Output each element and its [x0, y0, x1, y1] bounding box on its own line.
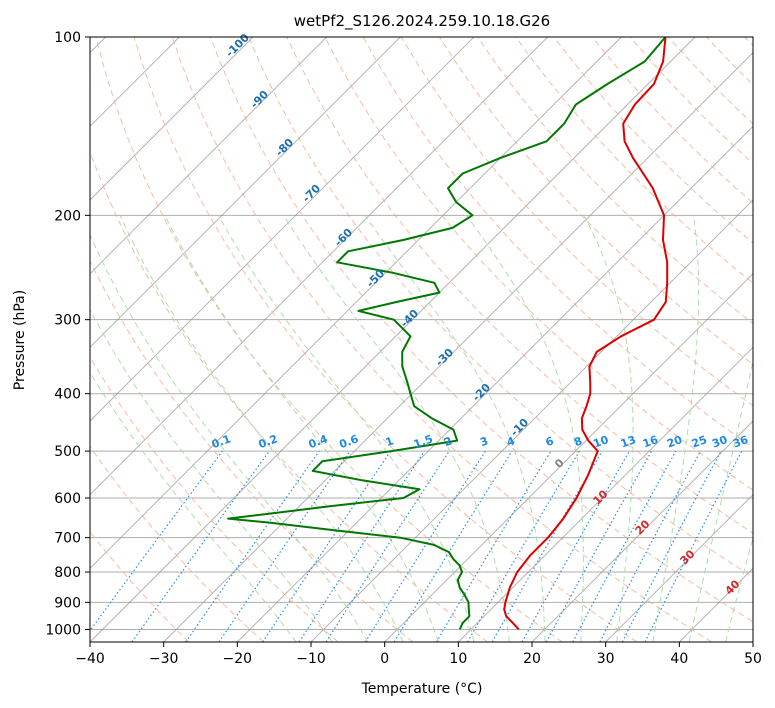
mixing-ratio-line [521, 450, 631, 642]
mixing-ratio-line [545, 450, 653, 642]
mixing-ratio-line [325, 450, 450, 642]
x-tick-label: −20 [223, 651, 253, 667]
x-axis: −40 −30 −20 −10 0 10 20 30 40 50 [75, 642, 762, 667]
moist-adiabat-line [164, 215, 439, 642]
mixing-ratio-label: 0.6 [338, 432, 361, 451]
chart-title: wetPf2_S126.2024.259.10.18.G26 [294, 12, 550, 31]
y-tick-label: 600 [54, 491, 81, 507]
y-axis-label: Pressure (hPa) [12, 290, 28, 390]
moist-adiabat-line [466, 215, 584, 642]
y-tick-label: 700 [54, 531, 81, 547]
dry-adiabat-line [90, 356, 339, 642]
profile-lines [227, 37, 669, 631]
mixing-ratio-line [298, 450, 425, 642]
isotherm-line [90, 37, 401, 349]
mixing-ratio-label: 0.1 [210, 432, 233, 451]
background-lines [90, 37, 753, 642]
mixing-ratio-label: 16 [641, 433, 660, 451]
y-tick-label: 900 [54, 595, 81, 611]
moist-adiabat-line [119, 215, 404, 642]
x-tick-label: 10 [449, 651, 467, 667]
x-tick-label: −40 [75, 651, 105, 667]
mixing-ratio-label: 10 [591, 433, 610, 451]
moist-adiabat-line [364, 215, 546, 642]
mixing-ratio-label: 8 [572, 434, 584, 449]
mixing-ratio-label: 25 [690, 433, 709, 450]
dry-adiabat-line [95, 37, 563, 642]
mixing-ratio-label: 13 [619, 433, 638, 450]
x-tick-label: −10 [296, 651, 326, 667]
mixing-ratio-label: 1 [384, 434, 396, 449]
x-tick-label: −30 [149, 651, 179, 667]
y-tick-label: 400 [54, 387, 81, 403]
y-tick-label: 500 [54, 444, 81, 460]
dry-adiabat-line [324, 37, 753, 491]
mixing-ratio-line [218, 450, 351, 642]
mixing-ratio-line [185, 450, 320, 642]
isotherm-line [90, 37, 475, 422]
isotherm-line [90, 37, 254, 201]
dry-adiabat-line [171, 37, 712, 642]
isotherm-line [605, 493, 753, 642]
mixing-ratio-line [572, 450, 677, 642]
y-tick-label: 300 [54, 313, 81, 329]
mixing-ratio-line [644, 450, 743, 642]
moist-adiabat-line [90, 371, 297, 642]
temperature-profile-line [503, 37, 669, 631]
dewpoint-profile-line [227, 37, 667, 630]
isotherm-line [90, 37, 696, 642]
x-axis-label: Temperature (°C) [361, 681, 483, 697]
mixing-ratio-label: 0.4 [307, 432, 330, 451]
mixing-ratio-label: 1.5 [412, 432, 435, 451]
mixing-ratio-label: 6 [544, 434, 556, 449]
x-tick-label: 20 [523, 651, 541, 667]
x-tick-label: 30 [597, 651, 615, 667]
dry-adiabat-line [248, 37, 753, 578]
mixing-ratio-label: 0.2 [257, 432, 280, 451]
moist-adiabat-line [90, 308, 333, 642]
mixing-ratio-label: 3 [478, 434, 490, 449]
y-tick-label: 100 [54, 30, 81, 46]
x-tick-label: 40 [670, 651, 688, 667]
isotherm-line [90, 37, 622, 570]
mixing-ratio-line [90, 450, 223, 632]
x-tick-label: 0 [380, 651, 389, 667]
mixing-ratio-line [262, 450, 392, 642]
isotherm-line [236, 125, 753, 642]
mixing-ratio-label: 20 [665, 433, 684, 451]
dry-adiabat-line [90, 445, 264, 642]
dry-adiabat-line [133, 37, 638, 642]
mixing-ratio-line [393, 450, 513, 642]
x-tick-label: 50 [744, 651, 762, 667]
dry-adiabat-line [210, 37, 753, 623]
isotherm-line [384, 272, 753, 642]
mixing-ratio-label: 36 [731, 433, 750, 451]
mixing-ratio-label: 4 [505, 434, 517, 449]
y-tick-label: 200 [54, 208, 81, 224]
mixing-ratio-line [131, 450, 270, 642]
y-tick-label: 800 [54, 565, 81, 581]
dry-adiabat-line [90, 259, 414, 642]
mixing-ratio-label: 2 [442, 434, 454, 449]
moist-adiabat-line [583, 215, 634, 642]
y-tick-label: 1000 [45, 622, 81, 638]
plot-frame [89, 36, 754, 643]
moist-adiabat-line [652, 215, 700, 642]
isotherm-line [90, 37, 549, 496]
moist-adiabat-line [217, 215, 475, 642]
mixing-ratio-label: 30 [710, 433, 729, 451]
isotherm-line [90, 37, 328, 275]
isotherm-line [457, 346, 753, 642]
isotherm-line [163, 51, 753, 642]
dry-adiabat-line [515, 37, 753, 284]
dry-adiabat-line [286, 37, 753, 534]
isotherm-line [531, 420, 753, 642]
y-axis: 100 200 300 400 500 600 700 800 900 1000 [45, 30, 90, 638]
